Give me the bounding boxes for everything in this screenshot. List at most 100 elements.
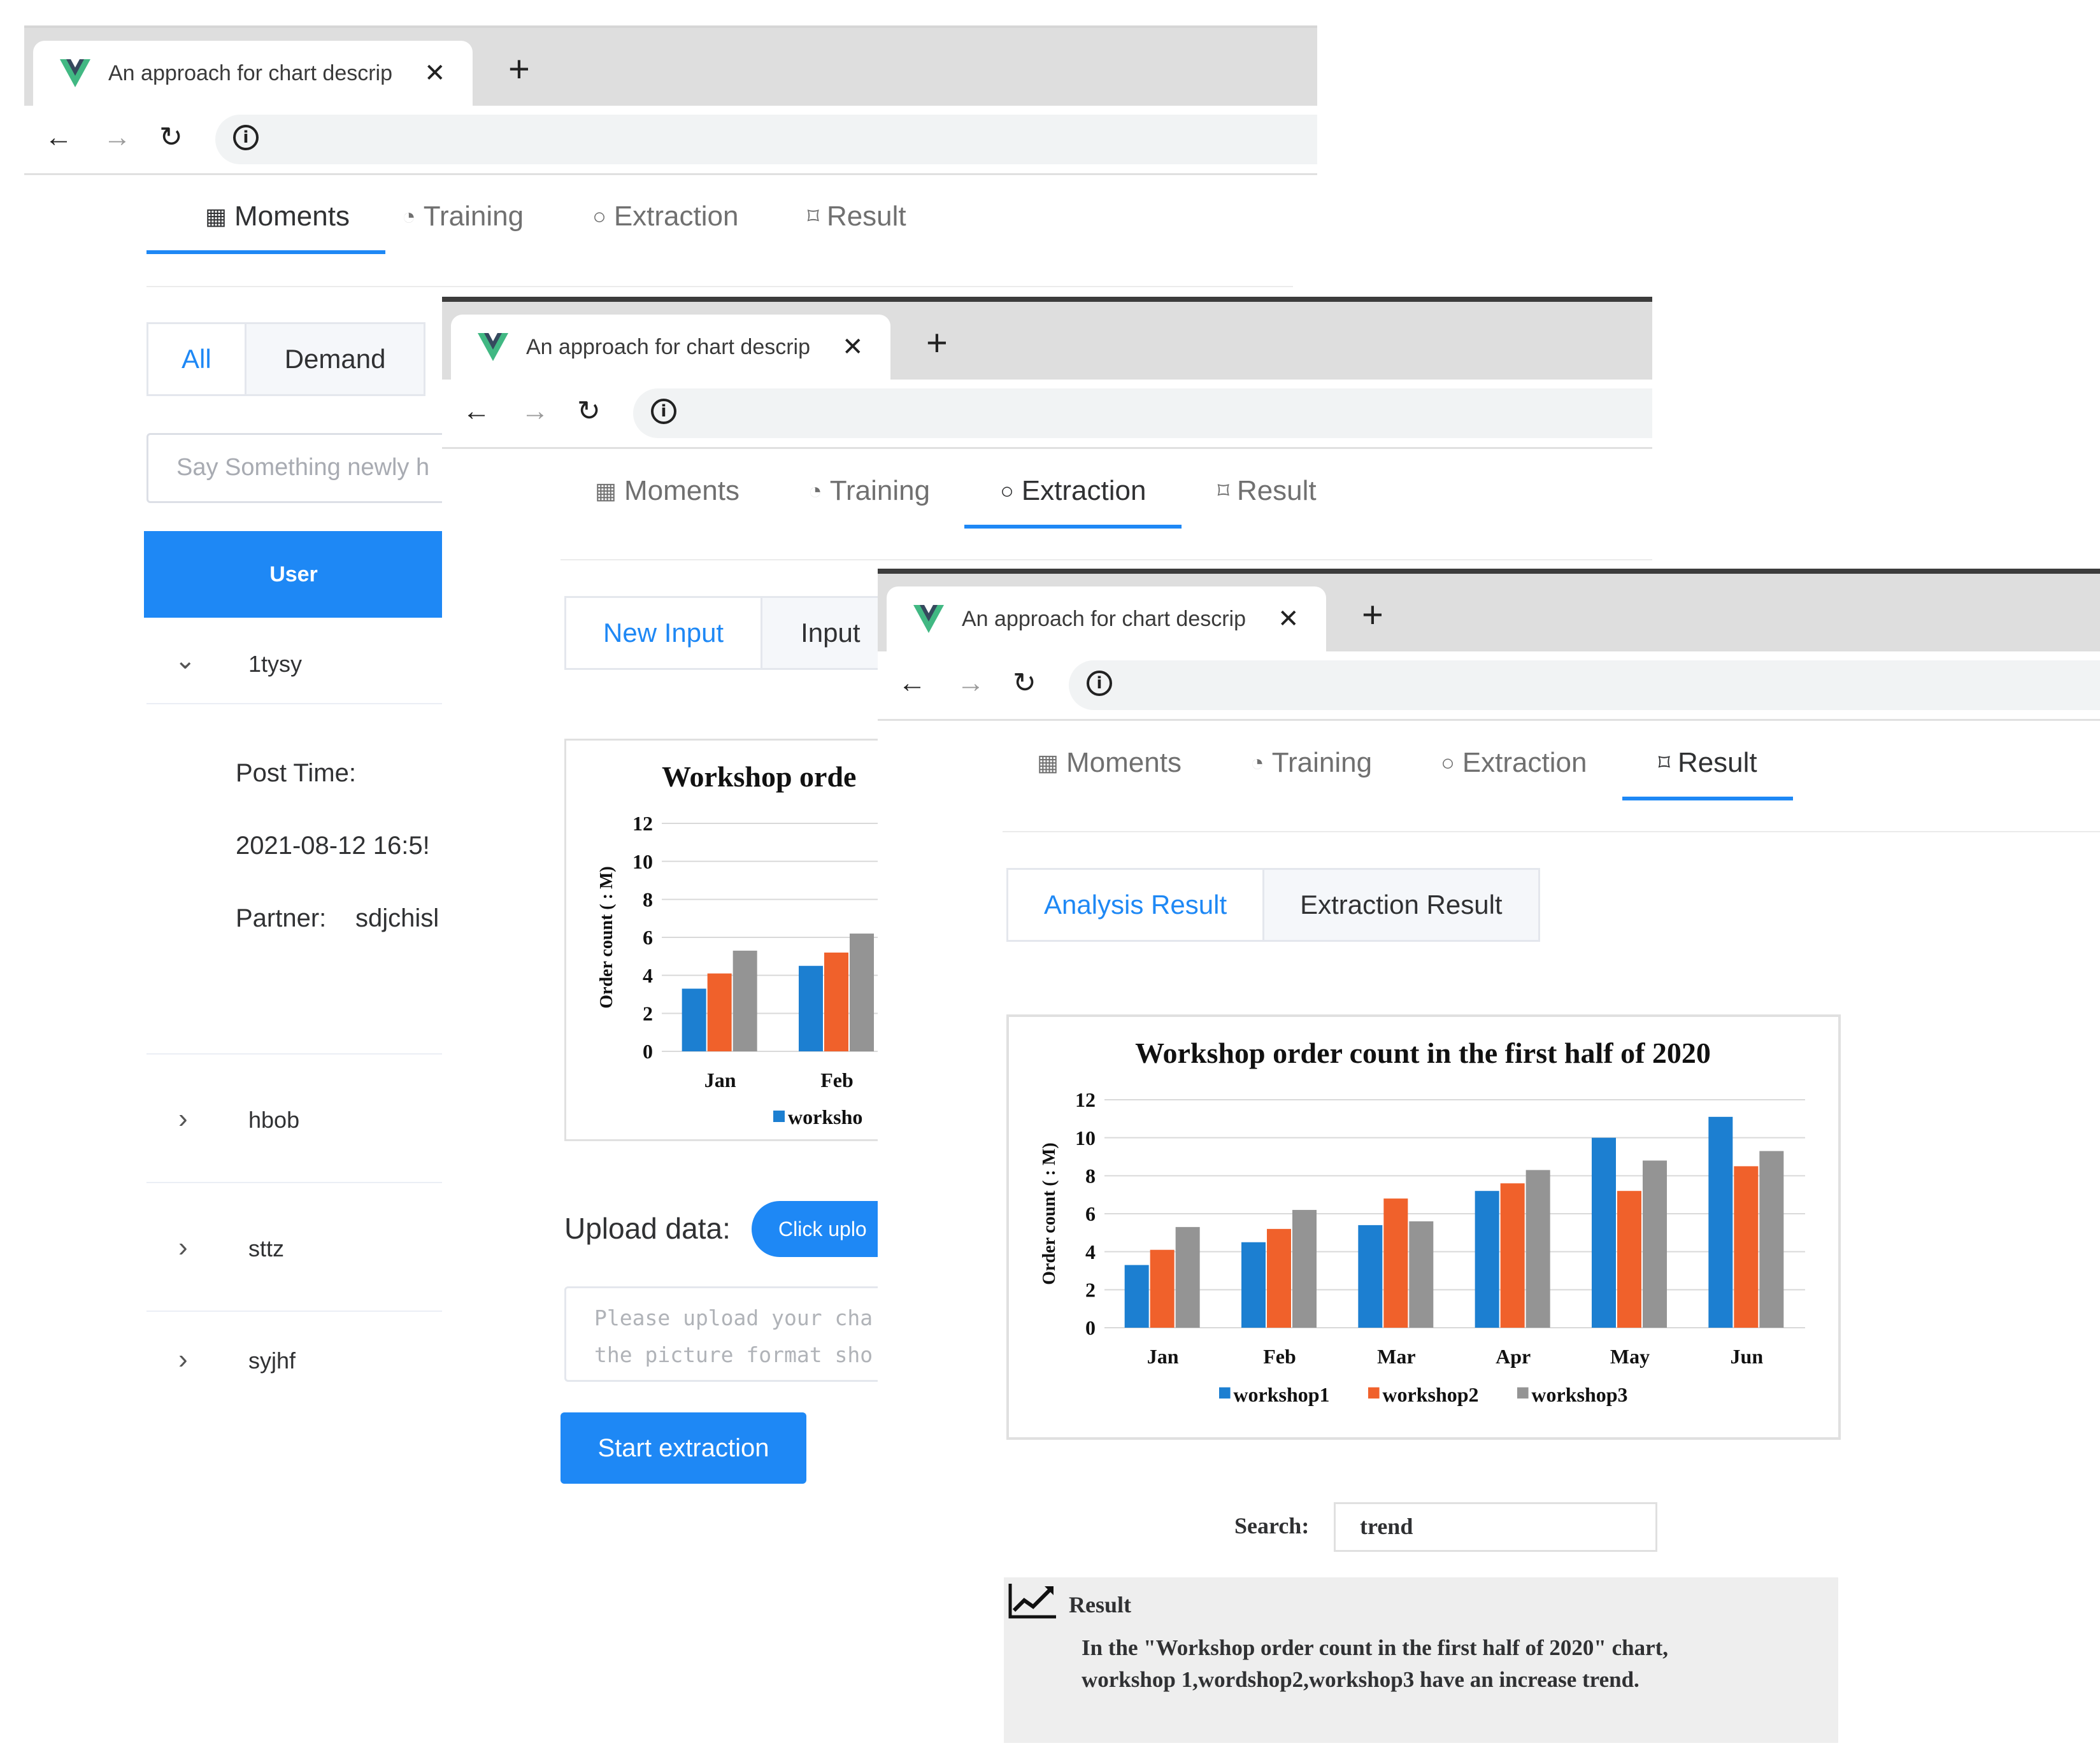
menu-label: Training bbox=[423, 201, 524, 232]
menu-item-moments[interactable]: ▦ Moments bbox=[1003, 725, 1198, 800]
list-item[interactable]: › sttz bbox=[146, 1182, 465, 1312]
y-tick-label: 0 bbox=[1085, 1316, 1096, 1339]
new-tab-icon[interactable]: + bbox=[926, 322, 948, 364]
y-tick-label: 4 bbox=[1085, 1240, 1096, 1263]
url-field[interactable]: i bbox=[633, 388, 1652, 438]
site-info-icon[interactable]: i bbox=[233, 125, 259, 150]
upload-textarea[interactable]: Please upload your cha the picture forma… bbox=[564, 1286, 1074, 1382]
menu-item-training[interactable]: ◔ Training bbox=[756, 453, 946, 529]
reload-icon[interactable]: ↻ bbox=[577, 395, 601, 427]
close-tab-icon[interactable]: ✕ bbox=[842, 333, 864, 361]
menu-item-moments[interactable]: ▦ Moments bbox=[146, 179, 385, 254]
search-label: Search: bbox=[1234, 1513, 1310, 1538]
menu-divider bbox=[1003, 831, 2100, 832]
y-axis-label: Order count ( : M) bbox=[1039, 1142, 1059, 1284]
result-tabs: Analysis Result Extraction Result bbox=[1006, 868, 1540, 942]
bar-workshop1 bbox=[1475, 1191, 1499, 1328]
bar-workshop1 bbox=[1592, 1137, 1616, 1328]
browser-tab[interactable]: An approach for chart descrip ✕ bbox=[887, 586, 1326, 651]
post-time-value: 2021-08-12 16:5! bbox=[236, 832, 430, 860]
new-tab-icon[interactable]: + bbox=[508, 48, 530, 90]
bar-workshop2 bbox=[824, 952, 848, 1051]
user-name: syjhf bbox=[248, 1347, 296, 1374]
menu-item-training[interactable]: ◔ Training bbox=[1198, 725, 1389, 800]
site-info-icon[interactable]: i bbox=[1087, 671, 1112, 696]
bar-workshop1 bbox=[1708, 1116, 1733, 1328]
tab-title: An approach for chart descrip bbox=[526, 334, 811, 359]
forward-icon[interactable]: → bbox=[521, 395, 549, 427]
list-item[interactable]: › syjhf bbox=[146, 1311, 465, 1391]
new-tab-icon[interactable]: + bbox=[1362, 594, 1383, 636]
bar-workshop2 bbox=[707, 973, 732, 1051]
bar-workshop2 bbox=[1734, 1166, 1759, 1328]
menu-item-extraction[interactable]: ○ Extraction bbox=[964, 453, 1182, 529]
address-bar: ← → ↻ i bbox=[878, 651, 2100, 721]
legend-label-partial: worksho bbox=[788, 1105, 862, 1128]
list-item[interactable]: › hbob bbox=[146, 1053, 465, 1183]
tab-new-input[interactable]: New Input bbox=[566, 598, 761, 668]
url-field[interactable]: i bbox=[215, 115, 1317, 164]
browser-tab[interactable]: An approach for chart descrip ✕ bbox=[451, 315, 890, 380]
close-tab-icon[interactable]: ✕ bbox=[1278, 605, 1299, 633]
y-axis-label: Order count ( : M) bbox=[597, 866, 617, 1008]
tab-strip: An approach for chart descrip ✕ + bbox=[442, 302, 1652, 380]
menu-label: Result bbox=[1236, 475, 1317, 506]
menu-label: Extraction bbox=[1462, 747, 1587, 778]
upload-label: Upload data: bbox=[564, 1212, 731, 1245]
chevron-right-icon[interactable]: › bbox=[178, 1232, 188, 1263]
workshop-bar-chart: Workshop order count in the first half o… bbox=[1039, 1037, 1805, 1406]
tab-all[interactable]: All bbox=[148, 324, 245, 394]
search-input[interactable]: trend bbox=[1334, 1502, 1657, 1552]
y-tick-label: 12 bbox=[632, 812, 653, 835]
menu-item-result[interactable]: ⌑ Result bbox=[1622, 725, 1793, 800]
tab-extraction-result[interactable]: Extraction Result bbox=[1262, 870, 1538, 940]
close-tab-icon[interactable]: ✕ bbox=[424, 59, 446, 87]
moment-input-placeholder: Say Something newly h bbox=[176, 454, 430, 481]
url-field[interactable]: i bbox=[1069, 660, 2100, 710]
menu-label: Result bbox=[826, 201, 906, 232]
back-icon[interactable]: ← bbox=[45, 122, 73, 153]
list-item[interactable]: ⌄ 1tysy bbox=[146, 627, 465, 704]
start-extraction-button[interactable]: Start extraction bbox=[561, 1412, 806, 1484]
user-list: ⌄ 1tysy Post Time: 2021-08-12 16:5! Part… bbox=[146, 627, 465, 1391]
moment-input[interactable]: Say Something newly h bbox=[146, 433, 478, 503]
back-icon[interactable]: ← bbox=[462, 395, 490, 427]
back-icon[interactable]: ← bbox=[898, 667, 926, 699]
reload-icon[interactable]: ↻ bbox=[1013, 667, 1036, 699]
reload-icon[interactable]: ↻ bbox=[159, 122, 183, 153]
trend-chart-icon bbox=[1008, 1584, 1056, 1619]
legend-swatch bbox=[1219, 1387, 1231, 1399]
x-tick-label: Jan bbox=[1147, 1345, 1179, 1368]
menu-label: Moments bbox=[1066, 747, 1182, 778]
user-name: sttz bbox=[248, 1235, 285, 1261]
result-heading: Result bbox=[1069, 1592, 1131, 1617]
x-tick-label: Feb bbox=[1263, 1345, 1296, 1368]
tab-strip: An approach for chart descrip ✕ + bbox=[878, 574, 2100, 651]
legend-label: workshop1 bbox=[1233, 1383, 1329, 1406]
user-detail: Post Time: 2021-08-12 16:5! Partner: sdj… bbox=[146, 703, 465, 1055]
user-name: 1tysy bbox=[248, 651, 303, 677]
tab-strip: An approach for chart descrip ✕ + bbox=[24, 28, 1317, 106]
menu-item-extraction[interactable]: ○ Extraction bbox=[540, 179, 755, 254]
menu-item-extraction[interactable]: ○ Extraction bbox=[1389, 725, 1603, 800]
partner-value: sdjchisl bbox=[355, 904, 439, 932]
browser-tab[interactable]: An approach for chart descrip ✕ bbox=[33, 41, 473, 106]
bar-workshop3 bbox=[1643, 1160, 1667, 1328]
menu-item-result[interactable]: ⌑ Result bbox=[1182, 453, 1332, 529]
menu-item-training[interactable]: ◔ Training bbox=[385, 179, 540, 254]
site-info-icon[interactable]: i bbox=[651, 399, 676, 424]
tab-input[interactable]: Input bbox=[761, 598, 899, 668]
menu-item-result[interactable]: ⌑ Result bbox=[755, 179, 922, 254]
bar-workshop2 bbox=[1617, 1191, 1641, 1328]
chart-title: Workshop order count in the first half o… bbox=[1135, 1037, 1711, 1069]
chevron-right-icon[interactable]: › bbox=[178, 1344, 188, 1375]
chevron-down-icon[interactable]: ⌄ bbox=[175, 646, 196, 674]
tab-analysis-result[interactable]: Analysis Result bbox=[1008, 870, 1263, 940]
result-panel: Result In the "Workshop order count in t… bbox=[1004, 1577, 1838, 1743]
forward-icon[interactable]: → bbox=[103, 122, 131, 153]
chevron-right-icon[interactable]: › bbox=[178, 1103, 188, 1134]
forward-icon[interactable]: → bbox=[957, 667, 985, 699]
tab-demand[interactable]: Demand bbox=[244, 324, 424, 394]
menu-item-moments[interactable]: ▦ Moments bbox=[561, 453, 756, 529]
y-tick-label: 2 bbox=[1085, 1279, 1096, 1302]
